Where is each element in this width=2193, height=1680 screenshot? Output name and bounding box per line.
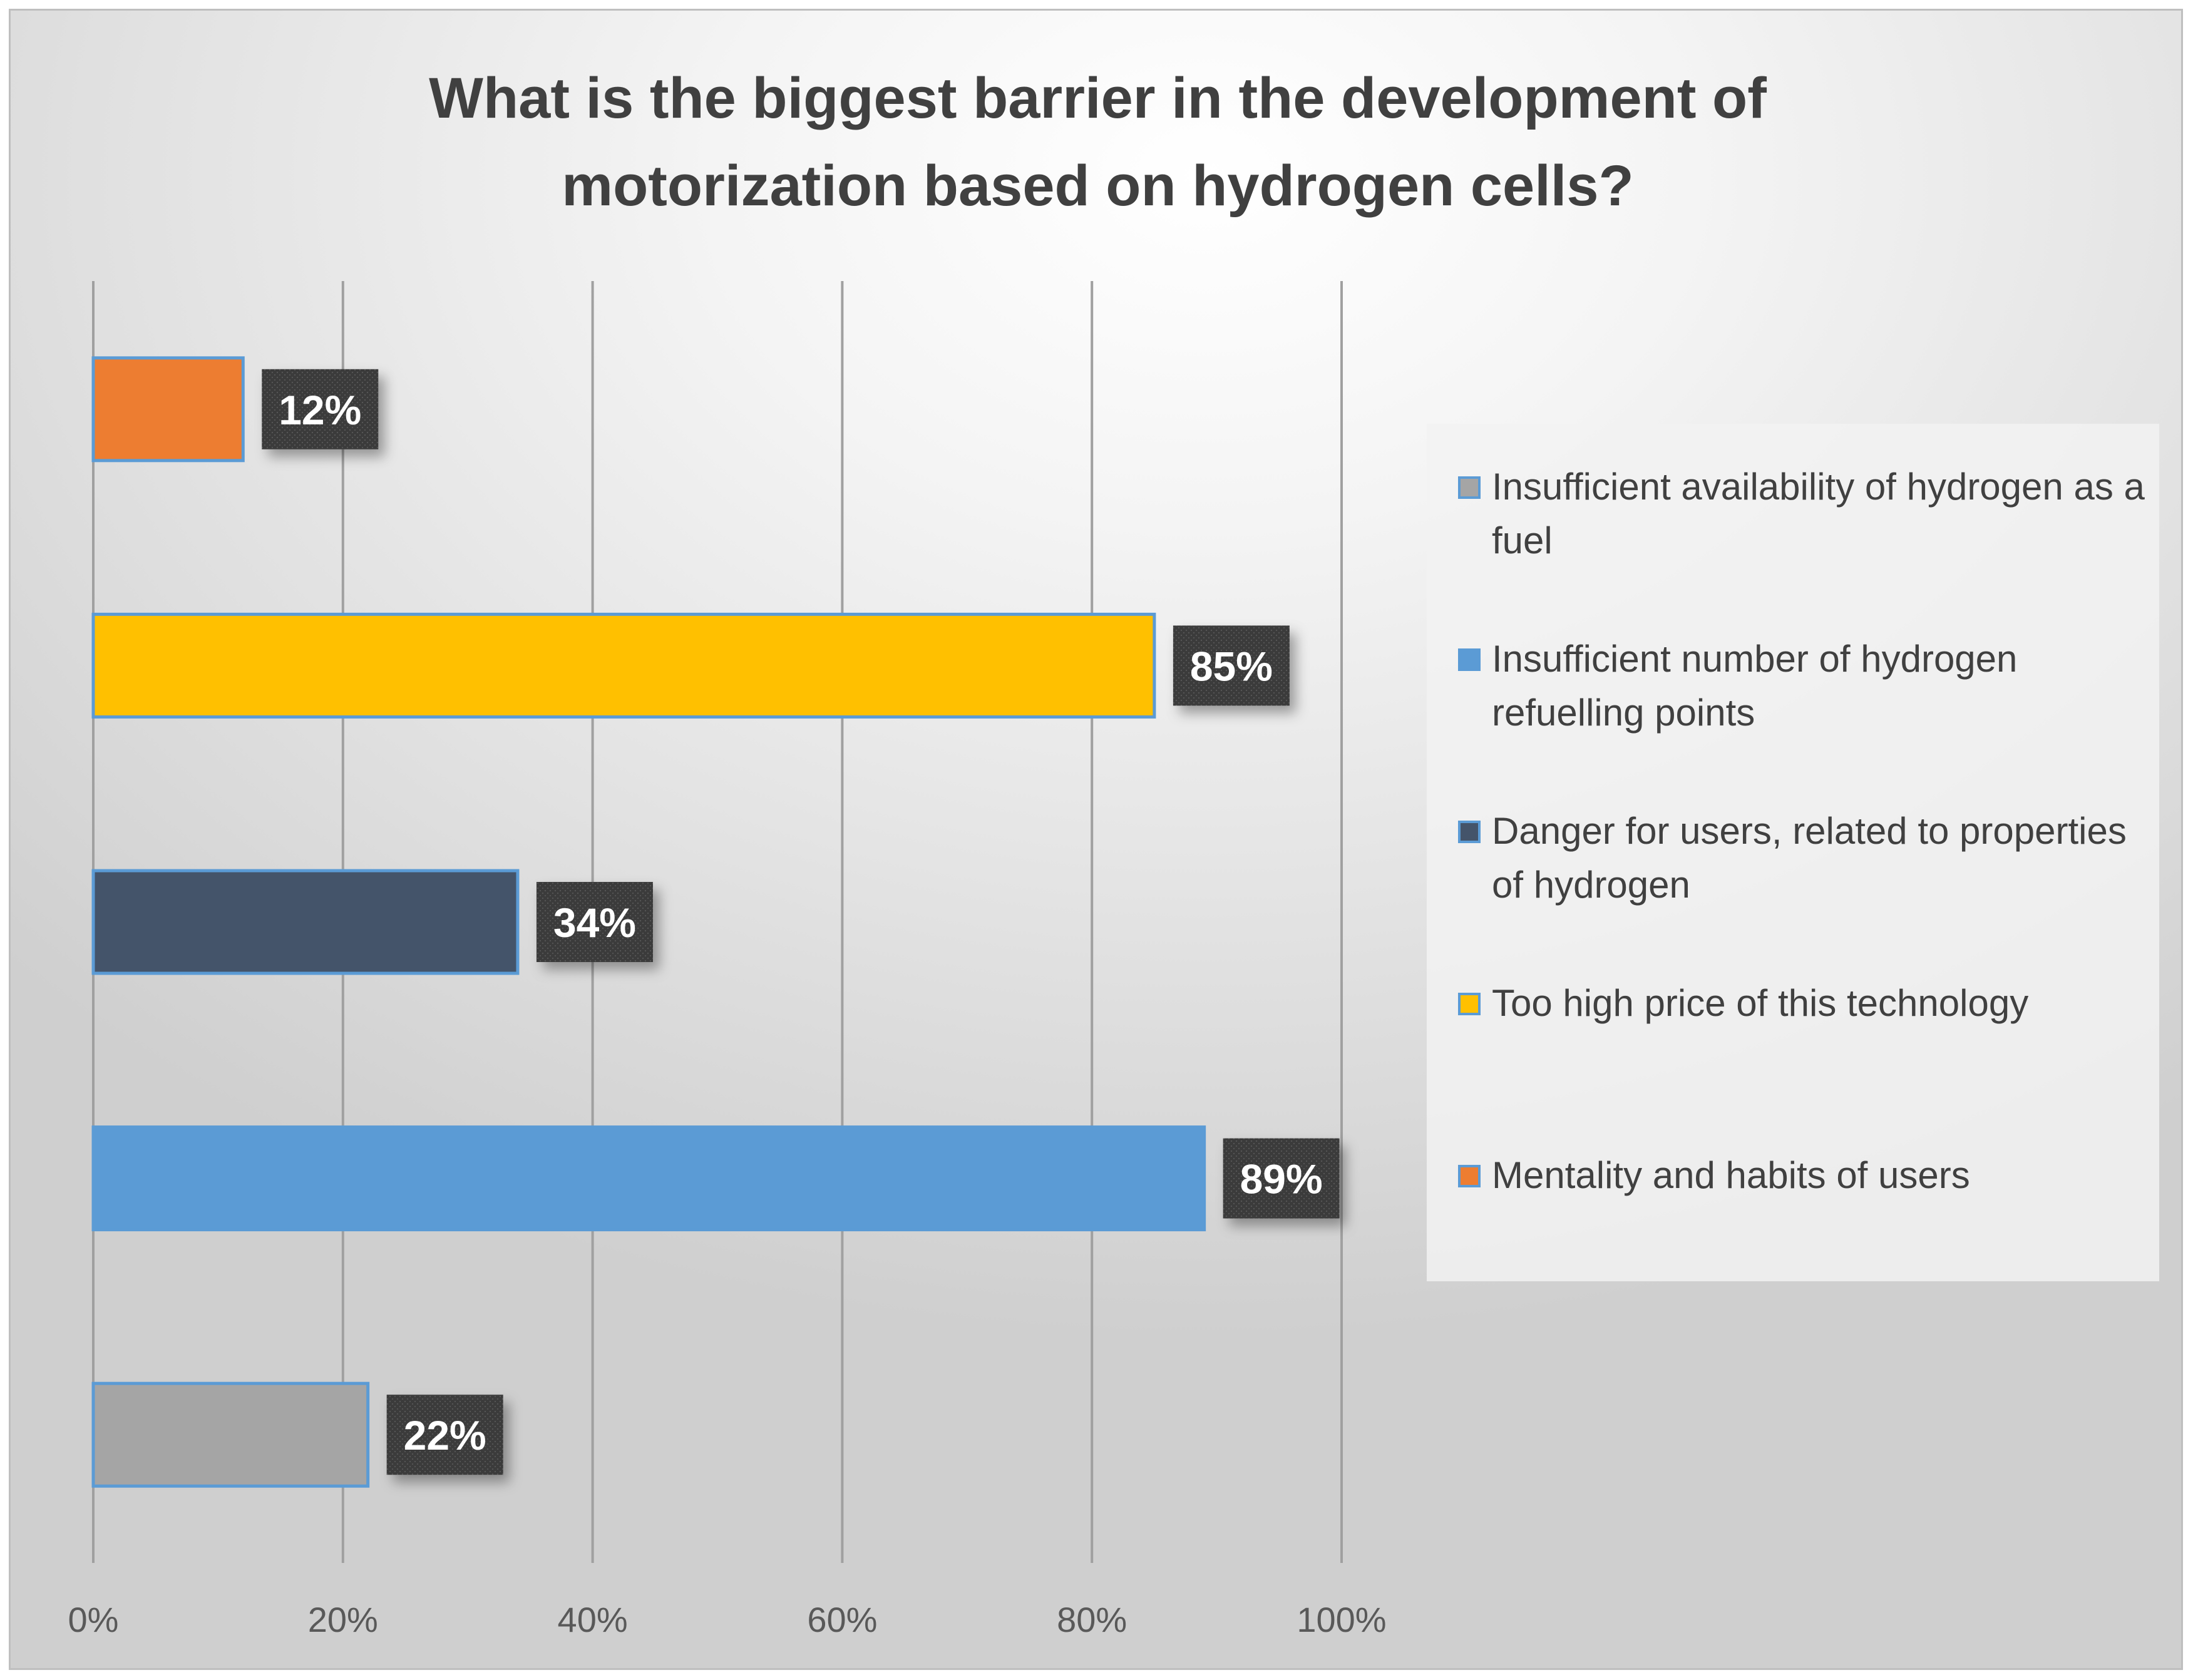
bar-too-high-price-of-this-technol: [91, 612, 1156, 719]
data-label: 85%: [1173, 625, 1290, 706]
data-label-value: 22%: [404, 1412, 486, 1458]
legend-swatch-mentality: [1458, 1165, 1481, 1187]
data-label-value: 34%: [553, 899, 636, 946]
legend: Insufficient availability of hydrogen as…: [1427, 424, 2159, 1281]
data-label-value: 85%: [1190, 643, 1273, 689]
data-label: 34%: [536, 882, 653, 962]
legend-label-price: Too high price of this technology: [1492, 982, 2029, 1024]
data-label-value: 12%: [279, 387, 361, 433]
x-tick-label: 60%: [807, 1600, 877, 1639]
data-label-box: [262, 369, 379, 449]
bar-insufficient-availability-of-h: [91, 1381, 370, 1488]
plot-area: 12% 85% 34% 89% 22% 0% 20% 40% 60% 80% 100%: [68, 281, 1387, 1639]
legend-item-availability: Insufficient availability of hydrogen as…: [1458, 460, 2147, 632]
legend-item-danger: Danger for users, related to properties …: [1458, 804, 2147, 976]
bar-insufficient-number-of-hydroge: [91, 1125, 1206, 1232]
x-tick-label: 80%: [1057, 1600, 1127, 1639]
x-tick-label: 100%: [1297, 1600, 1386, 1639]
legend-label-danger: Danger for users, related to properties …: [1492, 810, 2127, 906]
data-label-box: [1173, 625, 1290, 706]
x-tick-label: 0%: [68, 1600, 119, 1639]
data-label: 12%: [262, 369, 379, 449]
chart-frame: What is the biggest barrier in the devel…: [9, 9, 2183, 1670]
legend-item-price: Too high price of this technology: [1458, 976, 2147, 1149]
legend-swatch-danger: [1458, 821, 1481, 843]
data-label-box: [386, 1395, 503, 1475]
bar-danger-for-users-related-to-pr: [91, 869, 520, 975]
data-label-box: [1223, 1138, 1340, 1219]
bar-mentality-and-habits-of-users: [91, 356, 245, 463]
chart-title: What is the biggest barrier in the devel…: [429, 66, 1767, 218]
data-label-value: 89%: [1240, 1156, 1323, 1202]
legend-label-availability: Insufficient availability of hydrogen as…: [1492, 466, 2145, 561]
legend-swatch-availability: [1458, 476, 1481, 499]
data-label: 89%: [1223, 1138, 1340, 1219]
legend-item-mentality: Mentality and habits of users: [1458, 1149, 2147, 1321]
legend-label-refuelling: Insufficient number of hydrogen refuelli…: [1492, 638, 2018, 734]
x-tick-label: 20%: [308, 1600, 378, 1639]
data-label: 22%: [386, 1395, 503, 1475]
legend-swatch-refuelling: [1458, 648, 1481, 671]
legend-swatch-price: [1458, 993, 1481, 1015]
legend-label-mentality: Mentality and habits of users: [1492, 1154, 1970, 1196]
data-label-box: [536, 882, 653, 962]
legend-item-refuelling: Insufficient number of hydrogen refuelli…: [1458, 632, 2147, 804]
x-tick-label: 40%: [558, 1600, 628, 1639]
